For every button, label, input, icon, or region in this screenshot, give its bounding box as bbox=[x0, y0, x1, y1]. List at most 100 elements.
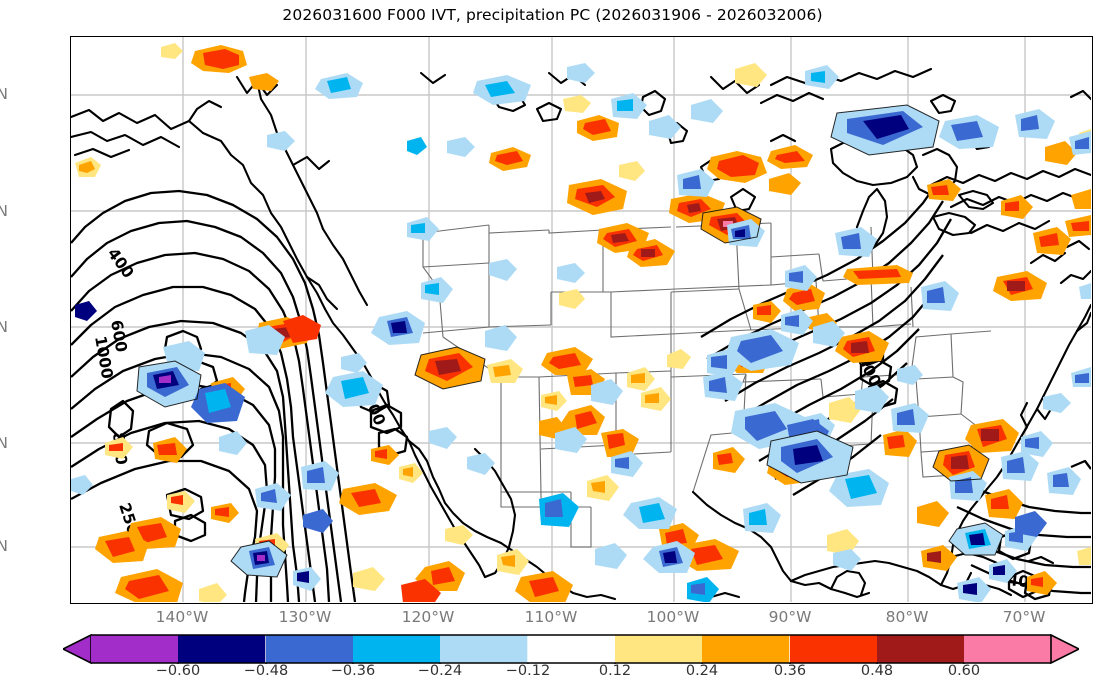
patch-cool bbox=[429, 427, 457, 449]
patch-warm bbox=[115, 569, 183, 602]
patch-warm bbox=[489, 147, 531, 171]
patch-warm bbox=[1071, 189, 1091, 209]
colorbar-tick-label: −0.36 bbox=[330, 663, 376, 679]
y-tick-label: 20°N bbox=[0, 537, 8, 555]
x-tick-label: 70°W bbox=[1002, 608, 1046, 626]
precip-pc-shading bbox=[71, 43, 1091, 602]
patch-warm bbox=[753, 301, 781, 323]
x-tick-label: 90°W bbox=[768, 608, 812, 626]
patch-cool bbox=[785, 265, 817, 291]
patch-warm bbox=[283, 315, 321, 343]
patch-cool bbox=[421, 277, 453, 303]
patch-warm bbox=[619, 161, 645, 181]
patch-warm bbox=[161, 43, 183, 59]
patch-warm bbox=[667, 349, 691, 369]
patch-cool bbox=[567, 63, 595, 83]
patch-cool bbox=[1015, 511, 1047, 537]
colorbar-extend-over bbox=[1050, 634, 1079, 664]
patch-cool bbox=[1015, 109, 1055, 139]
patch-warm bbox=[587, 475, 619, 501]
patch-warm bbox=[843, 265, 913, 285]
patch-cool bbox=[939, 115, 999, 149]
patch-cool bbox=[949, 523, 1003, 555]
patch-cool bbox=[255, 483, 291, 511]
patch-cool bbox=[231, 541, 287, 577]
colorbar-tick-label: −0.12 bbox=[505, 663, 551, 679]
patch-warm bbox=[563, 95, 591, 113]
patch-cool bbox=[725, 329, 799, 371]
colorbar-tick-label: −0.48 bbox=[243, 663, 289, 679]
patch-cool bbox=[473, 75, 531, 105]
x-tick-label: 110°W bbox=[524, 608, 578, 626]
patch-warm bbox=[827, 529, 859, 555]
patch-cool bbox=[293, 567, 321, 591]
patch-cool bbox=[1047, 467, 1081, 495]
patch-warm bbox=[487, 359, 523, 383]
patch-cool bbox=[643, 541, 695, 573]
patch-warm bbox=[199, 583, 227, 602]
patch-warm bbox=[735, 63, 767, 87]
patch-cool bbox=[137, 361, 201, 407]
patch-warm bbox=[677, 539, 739, 571]
patch-cool bbox=[727, 219, 765, 247]
patch-warm bbox=[445, 525, 473, 545]
patch-cool bbox=[687, 577, 719, 602]
patch-cool bbox=[835, 227, 877, 257]
patch-warm bbox=[835, 331, 889, 363]
patch-cool bbox=[1069, 131, 1091, 155]
patch-warm bbox=[105, 437, 133, 459]
patch-cool bbox=[805, 65, 839, 89]
y-tick-text: 50°N bbox=[0, 202, 8, 220]
patch-warm bbox=[153, 437, 187, 463]
patch-warm bbox=[917, 501, 949, 527]
patch-cool bbox=[267, 131, 295, 151]
patch-warm bbox=[95, 531, 149, 563]
patch-cool bbox=[591, 379, 623, 405]
patch-cool bbox=[557, 263, 585, 283]
map-frame: 400 1000 600 800 250 800 bbox=[70, 36, 1093, 604]
patch-warm bbox=[577, 115, 619, 141]
patch-warm bbox=[627, 367, 655, 391]
patch-warm bbox=[515, 571, 573, 602]
patch-cool bbox=[611, 93, 647, 119]
colorbar[interactable]: −0.60 −0.48 −0.36 −0.24 −0.12 0.12 0.24 … bbox=[63, 634, 1079, 696]
colorbar-ticks bbox=[177, 663, 965, 664]
map-plot-area[interactable]: 400 1000 600 800 250 800 bbox=[70, 36, 1093, 604]
patch-outlines bbox=[136, 104, 1004, 578]
patch-warm bbox=[1027, 571, 1057, 595]
patch-cool bbox=[407, 217, 439, 241]
patch-cool bbox=[957, 577, 991, 602]
colorbar-frame bbox=[91, 634, 1051, 664]
patch-warm bbox=[401, 579, 441, 602]
patch-cool bbox=[191, 383, 245, 423]
patch-warm bbox=[1077, 547, 1091, 565]
patch-warm bbox=[75, 157, 101, 177]
patch-cool bbox=[407, 137, 427, 155]
patch-warm bbox=[249, 73, 279, 91]
patch-cool bbox=[623, 497, 677, 529]
y-tick-text: 20°N bbox=[0, 537, 8, 555]
patch-warm bbox=[927, 179, 961, 201]
patch-warm bbox=[211, 503, 239, 523]
patch-cool bbox=[485, 325, 517, 351]
patch-cool bbox=[555, 427, 587, 453]
patch-cool bbox=[75, 301, 97, 321]
patch-warm bbox=[933, 445, 989, 481]
patch-warm bbox=[713, 447, 745, 473]
y-tick-label: 50°N bbox=[0, 202, 8, 220]
colorbar-tick-label: 0.48 bbox=[860, 663, 894, 679]
patch-cool bbox=[691, 99, 723, 123]
colorbar-segments bbox=[91, 635, 1052, 663]
patch-warm bbox=[399, 463, 423, 483]
patch-warm bbox=[1001, 195, 1033, 219]
patch-cool bbox=[611, 451, 643, 477]
patch-cool bbox=[831, 105, 939, 155]
patch-cool bbox=[245, 325, 285, 355]
patch-cool bbox=[219, 431, 247, 455]
patch-cool bbox=[1071, 367, 1091, 387]
patch-warm bbox=[985, 489, 1023, 519]
patch-warm bbox=[561, 405, 605, 435]
patch-warm bbox=[559, 289, 585, 309]
patch-warm bbox=[1045, 141, 1077, 165]
